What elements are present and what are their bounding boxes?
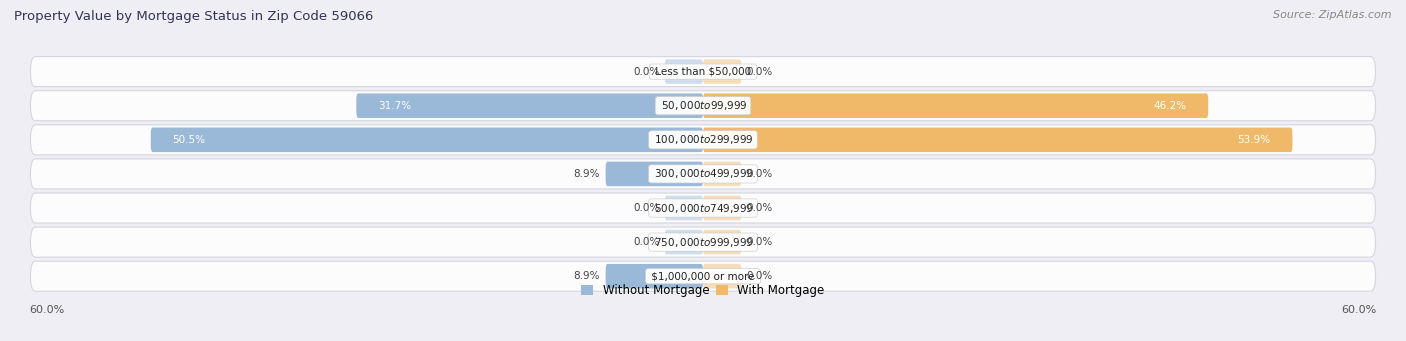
- Text: 0.0%: 0.0%: [633, 66, 659, 77]
- FancyBboxPatch shape: [665, 196, 703, 220]
- Legend: Without Mortgage, With Mortgage: Without Mortgage, With Mortgage: [581, 284, 825, 297]
- FancyBboxPatch shape: [606, 264, 703, 288]
- FancyBboxPatch shape: [31, 227, 1375, 257]
- Text: $300,000 to $499,999: $300,000 to $499,999: [651, 167, 755, 180]
- FancyBboxPatch shape: [703, 162, 741, 186]
- FancyBboxPatch shape: [31, 159, 1375, 189]
- Text: 50.5%: 50.5%: [173, 135, 205, 145]
- Text: Less than $50,000: Less than $50,000: [652, 66, 754, 77]
- Text: 31.7%: 31.7%: [378, 101, 412, 111]
- Text: 8.9%: 8.9%: [574, 271, 600, 281]
- FancyBboxPatch shape: [703, 230, 741, 254]
- FancyBboxPatch shape: [31, 261, 1375, 291]
- FancyBboxPatch shape: [703, 93, 1208, 118]
- FancyBboxPatch shape: [703, 128, 1292, 152]
- Text: 0.0%: 0.0%: [747, 271, 773, 281]
- Text: Property Value by Mortgage Status in Zip Code 59066: Property Value by Mortgage Status in Zip…: [14, 10, 374, 23]
- FancyBboxPatch shape: [150, 128, 703, 152]
- Text: $500,000 to $749,999: $500,000 to $749,999: [651, 202, 755, 214]
- Text: 46.2%: 46.2%: [1153, 101, 1187, 111]
- Text: $750,000 to $999,999: $750,000 to $999,999: [651, 236, 755, 249]
- Text: 53.9%: 53.9%: [1237, 135, 1271, 145]
- FancyBboxPatch shape: [356, 93, 703, 118]
- FancyBboxPatch shape: [703, 264, 741, 288]
- Text: 8.9%: 8.9%: [574, 169, 600, 179]
- FancyBboxPatch shape: [31, 57, 1375, 87]
- FancyBboxPatch shape: [31, 91, 1375, 121]
- Text: Source: ZipAtlas.com: Source: ZipAtlas.com: [1274, 10, 1392, 20]
- FancyBboxPatch shape: [31, 125, 1375, 155]
- Text: 0.0%: 0.0%: [747, 203, 773, 213]
- Text: 0.0%: 0.0%: [633, 203, 659, 213]
- Text: 0.0%: 0.0%: [633, 237, 659, 247]
- Text: 0.0%: 0.0%: [747, 66, 773, 77]
- Text: $100,000 to $299,999: $100,000 to $299,999: [651, 133, 755, 146]
- FancyBboxPatch shape: [665, 230, 703, 254]
- FancyBboxPatch shape: [31, 193, 1375, 223]
- Text: $1,000,000 or more: $1,000,000 or more: [648, 271, 758, 281]
- FancyBboxPatch shape: [703, 196, 741, 220]
- Text: 0.0%: 0.0%: [747, 237, 773, 247]
- FancyBboxPatch shape: [606, 162, 703, 186]
- FancyBboxPatch shape: [703, 59, 741, 84]
- FancyBboxPatch shape: [665, 59, 703, 84]
- Text: 0.0%: 0.0%: [747, 169, 773, 179]
- Text: $50,000 to $99,999: $50,000 to $99,999: [658, 99, 748, 112]
